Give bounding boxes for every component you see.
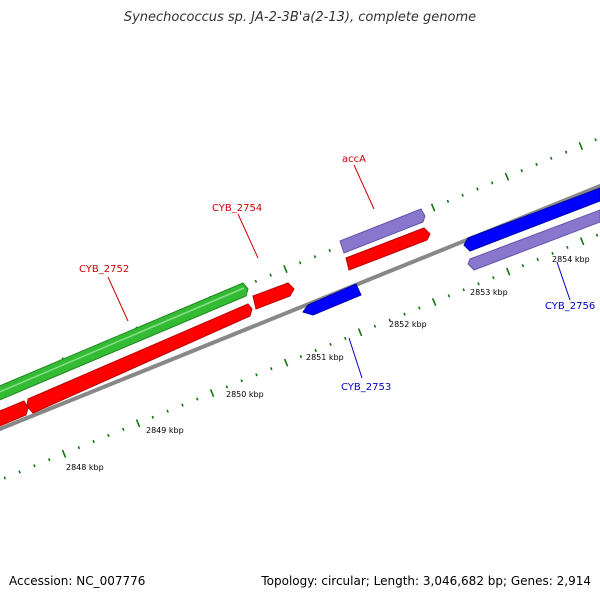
feature-reverse-rna-right — [467, 209, 600, 271]
leader-CYB_2756 — [556, 261, 571, 301]
feature-red-gene-left — [0, 400, 29, 427]
leader-accA — [353, 164, 375, 210]
scale-tick — [357, 328, 363, 337]
scale-tick — [283, 358, 289, 367]
scale-tick — [254, 279, 258, 283]
inner-scale-ticks — [3, 233, 599, 480]
scale-tick — [269, 273, 272, 277]
kbp-label-2854: 2854 kbp — [552, 255, 590, 264]
scale-tick — [447, 294, 451, 298]
scale-tick — [504, 172, 510, 181]
scale-tick — [461, 193, 464, 197]
genome-summary-text: Topology: circular; Length: 3,046,682 bp… — [261, 574, 591, 588]
scale-tick — [225, 385, 229, 389]
gene-label-CYB_2753: CYB_2753 — [341, 382, 391, 393]
feature-CYB_2753-gene — [302, 283, 362, 316]
feature-CYB_2756-gene — [463, 187, 600, 252]
scale-tick — [403, 312, 406, 316]
green-rna-highlight — [0, 287, 245, 393]
scale-tick — [92, 439, 95, 444]
scale-tick — [47, 458, 51, 462]
scale-tick — [314, 348, 317, 353]
kbp-label-2853: 2853 kbp — [470, 288, 508, 297]
scale-tick — [121, 427, 125, 432]
scale-tick — [446, 199, 450, 203]
gene-label-accA: accA — [342, 154, 366, 165]
feature-accA-gene — [345, 227, 431, 271]
gene-label-CYB_2754: CYB_2754 — [212, 203, 262, 214]
scale-tick — [270, 367, 273, 371]
scale-tick — [77, 445, 81, 450]
scale-tick — [595, 233, 599, 237]
scale-tick — [181, 403, 184, 407]
scale-tick — [3, 476, 7, 480]
scale-tick — [551, 251, 554, 255]
scale-tick — [431, 297, 437, 307]
leader-CYB_2752 — [107, 276, 129, 322]
scale-tick — [492, 276, 495, 280]
leader-CYB_2754 — [237, 213, 259, 259]
scale-tick — [240, 379, 243, 383]
scale-tick — [564, 150, 568, 154]
scale-tick — [298, 261, 302, 265]
scale-tick — [329, 342, 332, 346]
scale-tick — [430, 203, 436, 212]
scale-tick — [579, 237, 585, 246]
scale-tick — [549, 156, 553, 160]
scale-tick — [566, 245, 569, 249]
scale-tick — [490, 181, 494, 185]
scale-tick — [313, 255, 317, 259]
scale-tick — [328, 248, 332, 253]
leader-CYB_2753 — [348, 337, 363, 379]
kbp-label-2849: 2849 kbp — [146, 426, 184, 435]
scale-tick — [477, 282, 480, 286]
gene-label-CYB_2756: CYB_2756 — [545, 301, 595, 312]
scale-tick — [373, 324, 377, 328]
kbp-label-2850: 2850 kbp — [226, 390, 264, 399]
scale-tick — [255, 373, 258, 377]
feature-accA-rna — [339, 208, 426, 254]
scale-tick — [594, 138, 597, 142]
gene-label-CYB_2752: CYB_2752 — [79, 264, 129, 275]
scale-tick — [344, 336, 347, 340]
genome-backbone — [0, 183, 600, 432]
scale-tick — [166, 409, 169, 413]
kbp-label-2848: 2848 kbp — [66, 463, 104, 472]
scale-tick — [61, 449, 67, 458]
scale-tick — [299, 355, 303, 359]
scale-tick — [18, 470, 21, 474]
accession-text: Accession: NC_007776 — [9, 574, 146, 588]
scale-tick — [33, 464, 36, 468]
scale-tick — [505, 267, 511, 276]
scale-tick — [388, 318, 392, 322]
scale-tick — [195, 397, 199, 401]
scale-tick — [135, 419, 141, 428]
scale-tick — [476, 187, 479, 191]
kbp-label-2852: 2852 kbp — [389, 320, 427, 329]
scale-tick — [578, 141, 584, 151]
kbp-label-2851: 2851 kbp — [306, 353, 344, 362]
scale-tick — [520, 168, 524, 173]
scale-tick — [536, 257, 540, 262]
scale-tick — [462, 288, 466, 292]
scale-tick — [151, 415, 155, 419]
scale-tick — [107, 433, 110, 438]
scale-tick — [209, 388, 215, 398]
map-title: Synechococcus sp. JA-2-3B'a(2-13), compl… — [123, 10, 477, 25]
feature-CYB_2752-gene — [26, 303, 253, 414]
scale-tick — [418, 306, 421, 310]
feature-CYB_2754-gene — [252, 282, 295, 310]
scale-tick — [283, 264, 288, 274]
scale-tick — [535, 162, 538, 167]
scale-tick — [521, 263, 525, 268]
